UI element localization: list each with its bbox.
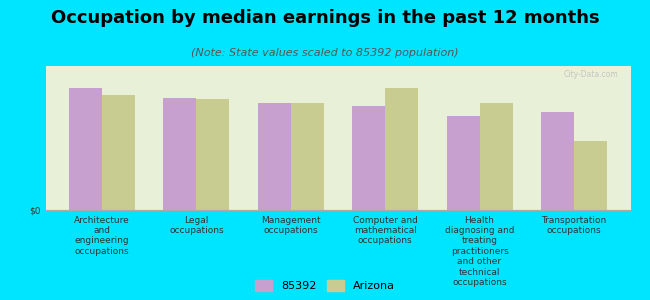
Bar (163, 98, 196, 210)
Bar (574, 141, 607, 210)
Bar (447, 116, 480, 210)
Bar (196, 99, 229, 210)
Text: City-Data.com: City-Data.com (564, 70, 619, 79)
Legend: 85392, Arizona: 85392, Arizona (255, 280, 395, 291)
Bar (258, 103, 291, 210)
Bar (480, 103, 513, 210)
Bar (385, 88, 418, 210)
Bar (291, 103, 324, 210)
Text: Occupation by median earnings in the past 12 months: Occupation by median earnings in the pas… (51, 9, 599, 27)
Bar (352, 106, 385, 210)
Bar (541, 112, 574, 210)
Bar (102, 95, 135, 210)
Bar (69, 88, 102, 210)
Text: (Note: State values scaled to 85392 population): (Note: State values scaled to 85392 popu… (191, 48, 459, 58)
